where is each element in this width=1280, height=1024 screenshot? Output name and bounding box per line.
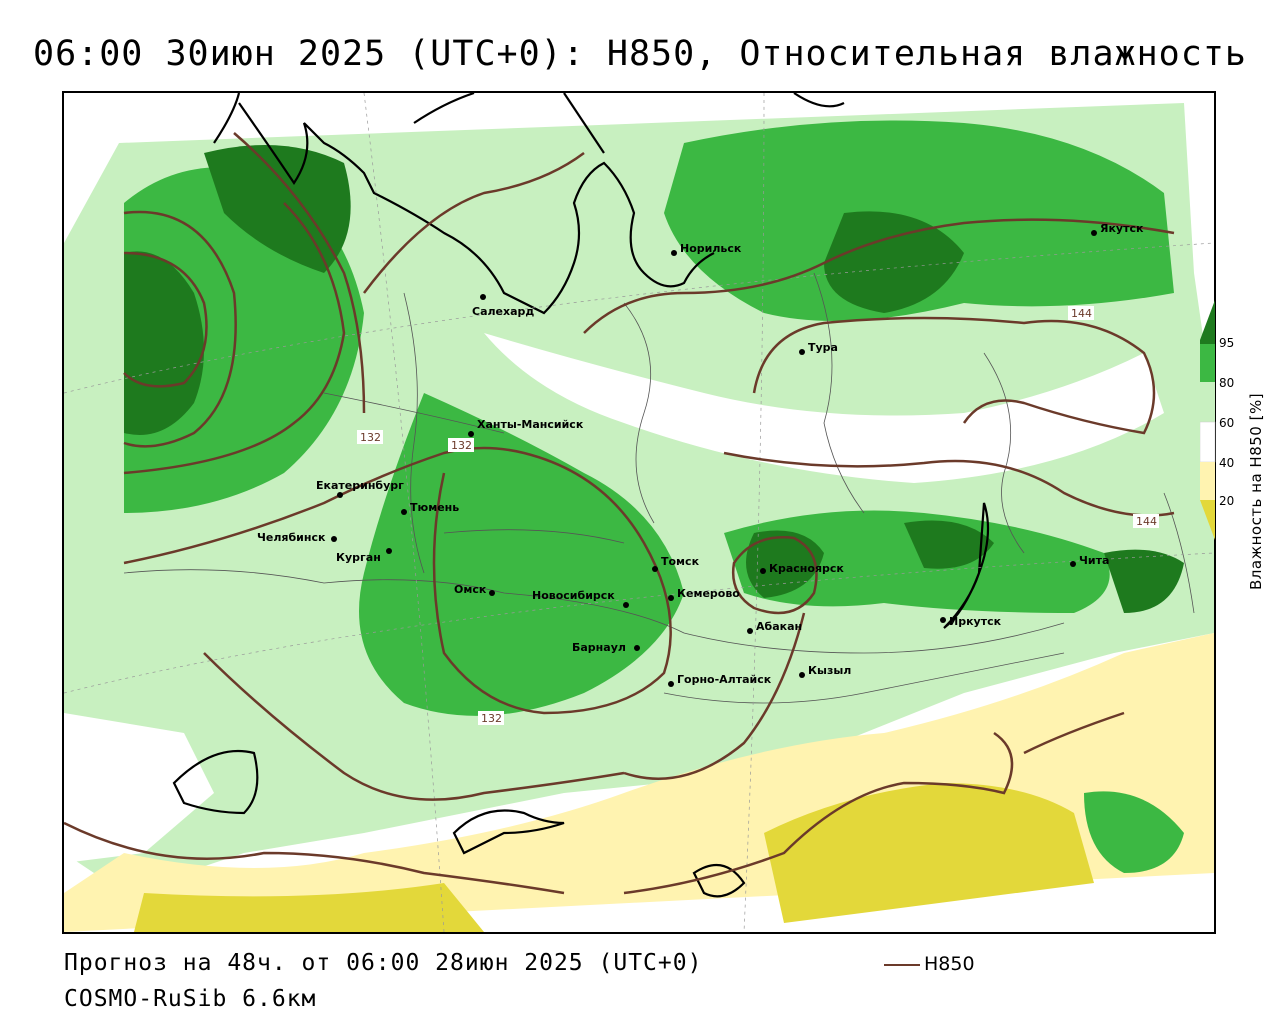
city-dot bbox=[668, 595, 674, 601]
city-kemerovo: Кемерово bbox=[677, 587, 740, 600]
isoline-swatch bbox=[884, 963, 920, 966]
city-abakan: Абакан bbox=[756, 620, 802, 633]
colorbar-tick: 20 bbox=[1219, 494, 1235, 508]
city-dot bbox=[671, 250, 677, 256]
isoline-label: 144 bbox=[1136, 515, 1157, 528]
colorbar-tick: 95 bbox=[1219, 336, 1235, 350]
city-dot bbox=[668, 681, 674, 687]
city-dot bbox=[1091, 230, 1097, 236]
colorbar-band-95 bbox=[1200, 340, 1215, 344]
isoline-label: 132 bbox=[360, 431, 381, 444]
city-dot bbox=[799, 672, 805, 678]
city-gorno-altaysk: Горно-Алтайск bbox=[677, 673, 772, 686]
isoline-label: 132 bbox=[451, 439, 472, 452]
city-dot bbox=[337, 492, 343, 498]
city-chita: Чита bbox=[1079, 554, 1109, 567]
city-kyzyl: Кызыл bbox=[808, 664, 851, 677]
city-salekhard: Салехард bbox=[472, 305, 534, 318]
colorbar-tick: 80 bbox=[1219, 376, 1235, 390]
city-chelyabinsk: Челябинск bbox=[257, 531, 326, 544]
city-dot bbox=[747, 628, 753, 634]
city-dot bbox=[799, 349, 805, 355]
city-tura: Тура bbox=[808, 341, 838, 354]
city-dot bbox=[401, 509, 407, 515]
city-dot bbox=[331, 536, 337, 542]
isoline-legend: H850 bbox=[884, 953, 975, 975]
model-name: COSMO-RuSib 6.6км bbox=[64, 986, 317, 1012]
colorbar-band-80 bbox=[1200, 344, 1215, 382]
grid-lines bbox=[64, 93, 1214, 932]
region-borders bbox=[123, 272, 1195, 704]
city-dot bbox=[480, 294, 486, 300]
coastline bbox=[172, 93, 990, 898]
map-title: 06:00 30июн 2025 (UTC+0): H850, Относите… bbox=[33, 34, 1247, 74]
city-norilsk: Норильск bbox=[680, 242, 742, 255]
humidity-low-area bbox=[134, 883, 484, 932]
city-dot bbox=[468, 431, 474, 437]
colorbar-label: Влажность на H850 [%] bbox=[1247, 392, 1265, 590]
isoline-label: 132 bbox=[481, 712, 502, 725]
city-markers: Якутск Норильск Салехард Тура Ханты-Манс… bbox=[257, 222, 1144, 687]
city-tomsk: Томск bbox=[661, 555, 700, 568]
city-dot bbox=[489, 590, 495, 596]
city-dot bbox=[1070, 561, 1076, 567]
city-tyumen: Тюмень bbox=[410, 501, 459, 514]
isoline-legend-label: H850 bbox=[924, 953, 975, 975]
isoline-label: 144 bbox=[1071, 307, 1092, 320]
map-canvas: 132 132 132 144 144 Якутск Норильск Сале… bbox=[64, 93, 1214, 932]
city-dot bbox=[652, 566, 658, 572]
city-barnaul: Барнаул bbox=[572, 641, 626, 654]
city-novosibirsk: Новосибирск bbox=[532, 589, 615, 602]
city-omsk: Омск bbox=[454, 583, 487, 596]
isoline-labels: 132 132 132 144 144 bbox=[357, 306, 1159, 725]
colorbar-band-60 bbox=[1200, 382, 1215, 422]
colorbar-tip-bottom bbox=[1200, 500, 1215, 540]
city-dot bbox=[760, 568, 766, 574]
city-khanty-mansiysk: Ханты-Мансийск bbox=[477, 418, 584, 431]
city-krasnoyarsk: Красноярск bbox=[769, 562, 844, 575]
city-dot bbox=[386, 548, 392, 554]
colorbar-tick: 40 bbox=[1219, 456, 1235, 470]
colorbar-band-40 bbox=[1200, 421, 1216, 463]
city-dot bbox=[940, 617, 946, 623]
colorbar-tip-top bbox=[1200, 300, 1215, 340]
city-irkutsk: Иркутск bbox=[949, 615, 1002, 628]
city-dot bbox=[623, 602, 629, 608]
city-kurgan: Курган bbox=[336, 551, 381, 564]
city-ekaterinburg: Екатеринбург bbox=[316, 479, 404, 492]
city-yakutsk: Якутск bbox=[1100, 222, 1144, 235]
h850-isolines bbox=[64, 132, 1175, 895]
city-dot bbox=[634, 645, 640, 651]
map-panel[interactable]: 132 132 132 144 144 Якутск Норильск Сале… bbox=[62, 91, 1216, 934]
colorbar bbox=[1200, 300, 1280, 600]
colorbar-band-20 bbox=[1200, 462, 1215, 500]
colorbar-tick: 60 bbox=[1219, 416, 1235, 430]
forecast-info: Прогноз на 48ч. от 06:00 28июн 2025 (UTC… bbox=[64, 950, 703, 976]
